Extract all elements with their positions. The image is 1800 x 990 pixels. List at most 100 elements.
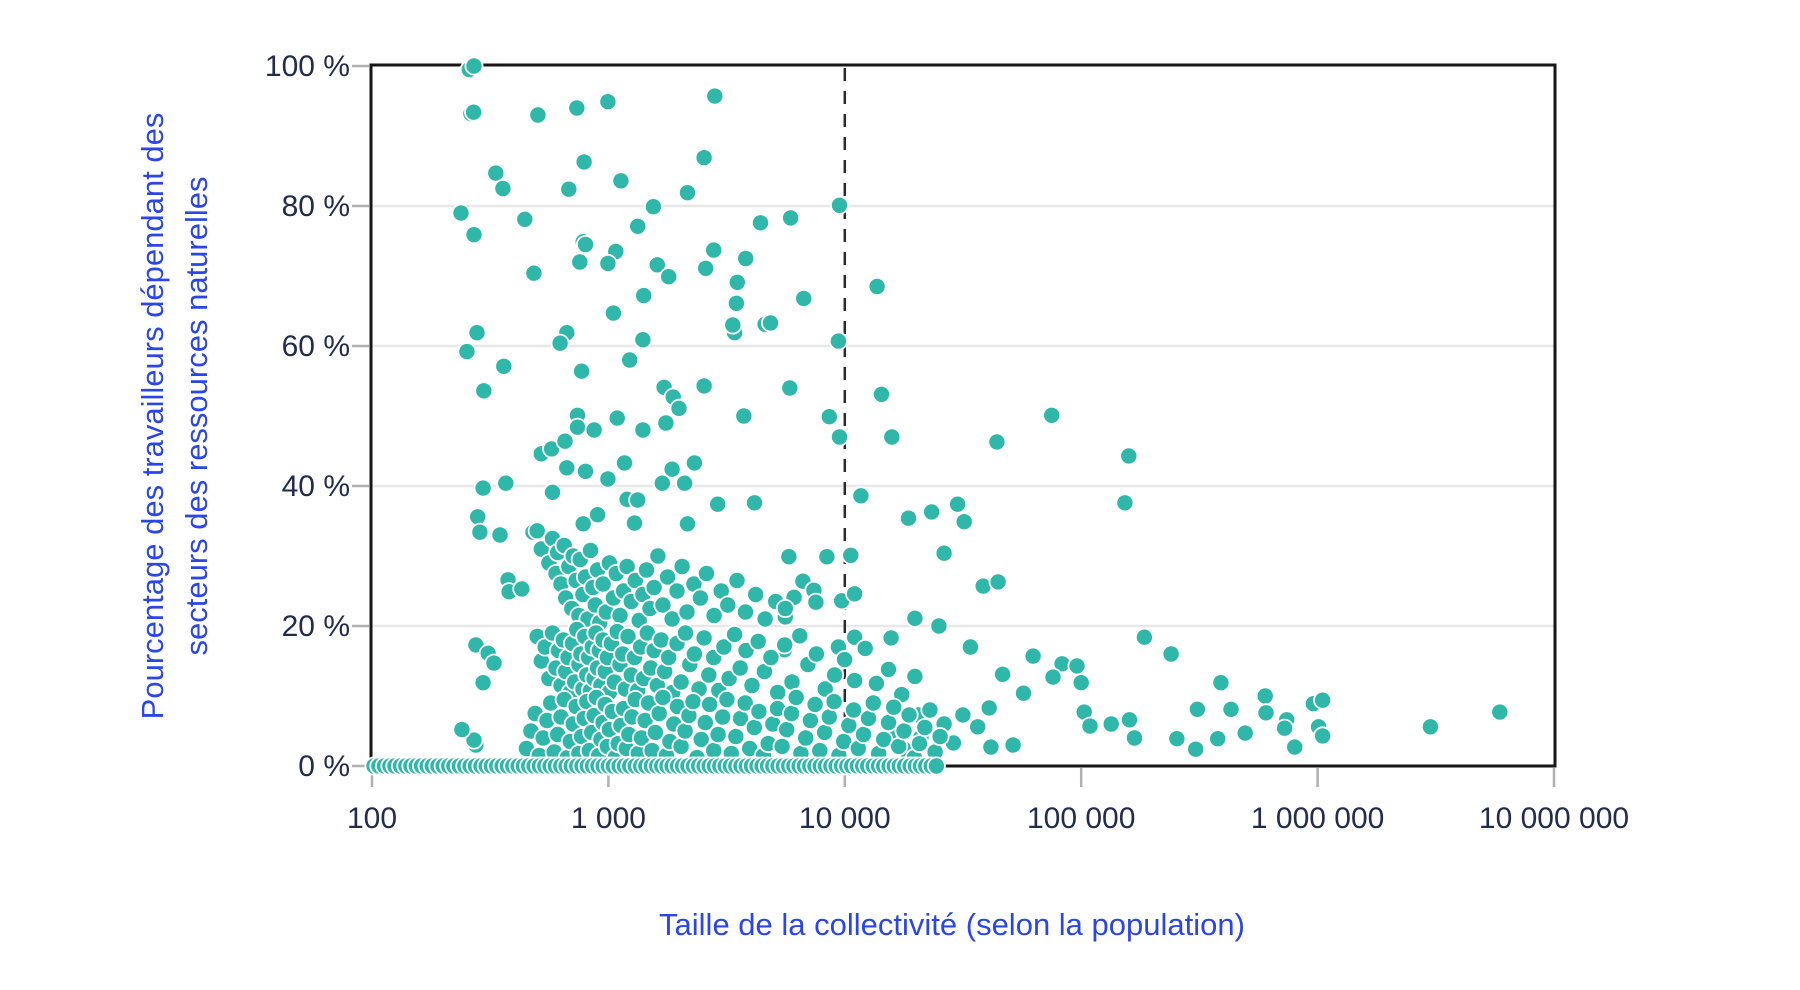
scatter-point: [634, 286, 654, 306]
scatter-point: [910, 734, 930, 754]
scatter-point: [882, 427, 902, 447]
scatter-point: [700, 694, 720, 714]
scatter-point: [474, 381, 494, 401]
scatter-point: [953, 705, 973, 725]
scatter-point: [662, 459, 682, 479]
scatter-point: [633, 420, 653, 440]
scatter-point: [930, 727, 950, 747]
scatter-point: [671, 736, 691, 756]
scatter-point: [527, 521, 547, 541]
scatter-point: [695, 713, 715, 733]
y-tick-label: 0 %: [298, 750, 350, 783]
scatter-point: [1161, 644, 1181, 664]
scatter-point: [782, 672, 802, 692]
scatter-point: [730, 658, 750, 678]
scatter-point: [1115, 493, 1135, 513]
scatter-point: [1187, 699, 1207, 719]
scatter-point: [570, 252, 590, 272]
scatter-point: [905, 666, 925, 686]
scatter-point: [796, 728, 816, 748]
scatter-point: [735, 693, 755, 713]
scatter-point: [559, 179, 579, 199]
scatter-point: [470, 522, 490, 542]
scatter-point: [884, 697, 904, 717]
scatter-point: [824, 692, 844, 712]
scatter-point: [1285, 737, 1305, 757]
scatter-point: [512, 579, 532, 599]
scatter-point: [659, 267, 679, 287]
scatter-point: [647, 255, 667, 275]
scatter-point: [800, 711, 820, 731]
scatter-point: [645, 722, 665, 742]
scatter-point: [644, 578, 664, 598]
scatter-point: [652, 473, 672, 493]
scatter-point: [775, 599, 795, 619]
scatter-point: [954, 512, 974, 532]
scatter-point: [637, 560, 657, 580]
scatter-point: [1014, 683, 1034, 703]
y-tick-label: 60 %: [282, 330, 350, 363]
scatter-point: [1235, 723, 1255, 743]
scatter-point: [790, 626, 810, 646]
scatter-point: [658, 567, 678, 587]
x-tick-label: 100 000: [1027, 802, 1135, 835]
scatter-point: [749, 701, 769, 721]
scatter-point: [694, 148, 714, 168]
scatter-point: [775, 635, 795, 655]
scatter-point: [761, 648, 781, 668]
scatter-point: [572, 361, 592, 381]
y-tick-label: 100 %: [265, 50, 350, 83]
scatter-point: [744, 718, 764, 738]
scatter-point: [708, 494, 728, 514]
scatter-point: [464, 102, 484, 122]
scatter-point: [1275, 718, 1295, 738]
x-tick-label: 1 000 000: [1251, 802, 1384, 835]
scatter-point: [905, 608, 925, 628]
scatter-point: [830, 195, 850, 215]
scatter-point: [1043, 667, 1063, 687]
scatter-point: [1120, 710, 1140, 730]
scatter-point: [929, 616, 949, 636]
scatter-point: [786, 687, 806, 707]
scatter-point: [845, 671, 865, 691]
scatter-point: [625, 513, 645, 533]
scatter-point: [588, 505, 608, 525]
scatter-point: [653, 595, 673, 615]
scatter-point: [948, 494, 968, 514]
scatter-point: [573, 514, 593, 534]
scatter-point: [881, 628, 901, 648]
scatter-point: [727, 571, 747, 591]
scatter-point: [1067, 656, 1087, 676]
scatter-point: [899, 508, 919, 528]
scatter-point: [615, 453, 635, 473]
scatter-point: [748, 631, 768, 651]
scatter-point: [684, 644, 704, 664]
scatter-point: [794, 288, 814, 308]
y-axis-title: Pourcentage des travailleurs dépendant d…: [135, 113, 214, 720]
scatter-point: [648, 546, 668, 566]
scatter-point: [780, 378, 800, 398]
scatter-point: [694, 628, 714, 648]
scatter-point: [718, 595, 738, 615]
scatter-point: [643, 197, 663, 217]
scatter-point: [494, 356, 514, 376]
scatter-point: [879, 659, 899, 679]
scatter-point: [467, 323, 487, 343]
scatter-point: [611, 171, 631, 191]
scatter-point: [620, 350, 640, 370]
scatter-point: [557, 458, 577, 478]
y-axis-title-line: secteurs des ressources naturelles: [179, 176, 214, 655]
scatter-point: [678, 514, 698, 534]
scatter-point: [806, 644, 826, 664]
scatter-point: [993, 664, 1013, 684]
scatter-point: [828, 331, 848, 351]
scatter-point: [1119, 446, 1139, 466]
scatter-point: [451, 203, 471, 223]
scatter-point: [1071, 673, 1091, 693]
scatter-point: [690, 588, 710, 608]
scatter-point: [694, 376, 714, 396]
scatter-point: [697, 564, 717, 584]
x-tick-label: 10 000 000: [1479, 802, 1629, 835]
